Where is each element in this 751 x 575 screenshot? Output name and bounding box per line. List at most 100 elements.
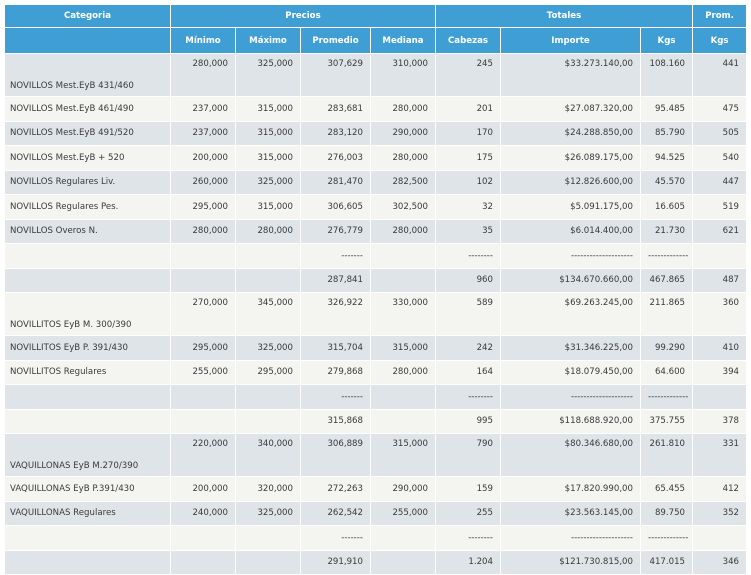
value-cell: 302,500 [370,194,436,220]
table-header: Categoria Precios Totales Prom. Mínimo Máxim… [4,4,748,54]
value-cell [370,408,436,434]
value-cell: 315,000 [370,433,436,477]
value-cell: 995 [435,408,501,434]
value-cell: 164 [435,359,501,385]
value-cell: 89.750 [639,500,694,526]
table-row: 287,841 960 $134.670.660,00 467.865 487 [4,267,748,293]
value-cell: 790 [435,433,501,477]
value-cell: ------- [300,243,371,269]
value-cell: $134.670.660,00 [500,267,641,293]
value-cell: 270,000 [170,292,236,336]
category-cell [4,525,171,551]
value-cell [370,525,436,551]
value-cell: 325,000 [235,335,301,361]
value-cell: 287,841 [300,267,371,293]
value-cell: -------------------- [500,525,641,551]
table-row: NOVILLOS Mest.EyB 431/460 280,000 325,000 3… [4,53,748,97]
value-cell: 94.525 [639,145,694,171]
value-cell [235,267,301,293]
value-cell: 281,470 [300,169,371,195]
value-cell [370,267,436,293]
category-cell: NOVILLOS Mest.EyB 431/460 [4,53,171,97]
category-cell: NOVILLOS Mest.EyB + 520 [4,145,171,171]
table-row: NOVILLOS Mest.EyB 461/490 237,000 315,000 2… [4,96,748,122]
value-cell: -------- [435,525,501,551]
value-cell: 345,000 [235,292,301,336]
value-cell: 280,000 [370,145,436,171]
value-cell: 295,000 [170,335,236,361]
value-cell: 102 [435,169,501,195]
value-cell: 35 [435,218,501,244]
value-cell: $5.091.175,00 [500,194,641,220]
value-cell: 315,000 [235,145,301,171]
value-cell: 220,000 [170,433,236,477]
value-cell: 32 [435,194,501,220]
value-cell: 307,629 [300,53,371,97]
value-cell [170,384,236,410]
category-cell: NOVILLOS Regulares Liv. [4,169,171,195]
value-cell: 295,000 [170,194,236,220]
column-header: Mínimo [170,27,236,54]
table-row: NOVILLITOS EyB P. 391/430 295,000 325,000 3… [4,335,748,361]
value-cell: 283,120 [300,120,371,146]
group-header: Precios [170,4,436,28]
table-row: ------- -------- -------------------- -----… [4,243,748,269]
category-cell [4,384,171,410]
value-cell: 170 [435,120,501,146]
value-cell: 315,868 [300,408,371,434]
value-cell: 16.605 [639,194,694,220]
category-cell: NOVILLITOS EyB M. 300/390 [4,292,171,336]
column-header: Promedio [300,27,371,54]
value-cell: 260,000 [170,169,236,195]
column-row: Mínimo Máximo Promedio Mediana Cabezas Import… [4,27,748,54]
value-cell: 519 [692,194,748,220]
value-cell: 589 [435,292,501,336]
value-cell: $18.079.450,00 [500,359,641,385]
value-cell: 272,263 [300,476,371,502]
category-cell: NOVILLOS Overos N. [4,218,171,244]
value-cell: 306,889 [300,433,371,477]
table-row: NOVILLOS Overos N. 280,000 280,000 276,779 2… [4,218,748,244]
category-cell: NOVILLOS Regulares Pes. [4,194,171,220]
value-cell: 621 [692,218,748,244]
value-cell: 315,000 [370,335,436,361]
value-cell [235,243,301,269]
value-cell [235,384,301,410]
value-cell: $6.014.400,00 [500,218,641,244]
column-header [4,27,171,54]
table-body: NOVILLOS Mest.EyB 431/460 280,000 325,000 3… [4,53,748,575]
value-cell: 306,605 [300,194,371,220]
value-cell: $31.346.225,00 [500,335,641,361]
value-cell: 325,000 [235,169,301,195]
value-cell: 99.290 [639,335,694,361]
value-cell: ------------- [639,525,694,551]
value-cell: 960 [435,267,501,293]
value-cell: 352 [692,500,748,526]
value-cell: 280,000 [170,218,236,244]
value-cell: 330,000 [370,292,436,336]
table-row: VAQUILLONAS Regulares 240,000 325,000 262,5… [4,500,748,526]
value-cell: 279,868 [300,359,371,385]
column-header: Mediana [370,27,436,54]
value-cell [170,408,236,434]
value-cell [692,525,748,551]
value-cell: 325,000 [235,53,301,97]
value-cell: ------- [300,384,371,410]
value-cell: -------------------- [500,243,641,269]
category-cell: VAQUILLONAS EyB M.270/390 [4,433,171,477]
value-cell: 237,000 [170,120,236,146]
value-cell: 447 [692,169,748,195]
column-header: Máximo [235,27,301,54]
category-cell [4,267,171,293]
value-cell: -------------------- [500,384,641,410]
table-row: ------- -------- -------------------- -----… [4,384,748,410]
table-row: ------- -------- -------------------- -----… [4,525,748,551]
value-cell: 412 [692,476,748,502]
value-cell: 159 [435,476,501,502]
value-cell: 467.865 [639,267,694,293]
value-cell: 242 [435,335,501,361]
value-cell: 280,000 [370,359,436,385]
category-cell: NOVILLITOS Regulares [4,359,171,385]
value-cell: 95.485 [639,96,694,122]
category-cell [4,549,171,575]
